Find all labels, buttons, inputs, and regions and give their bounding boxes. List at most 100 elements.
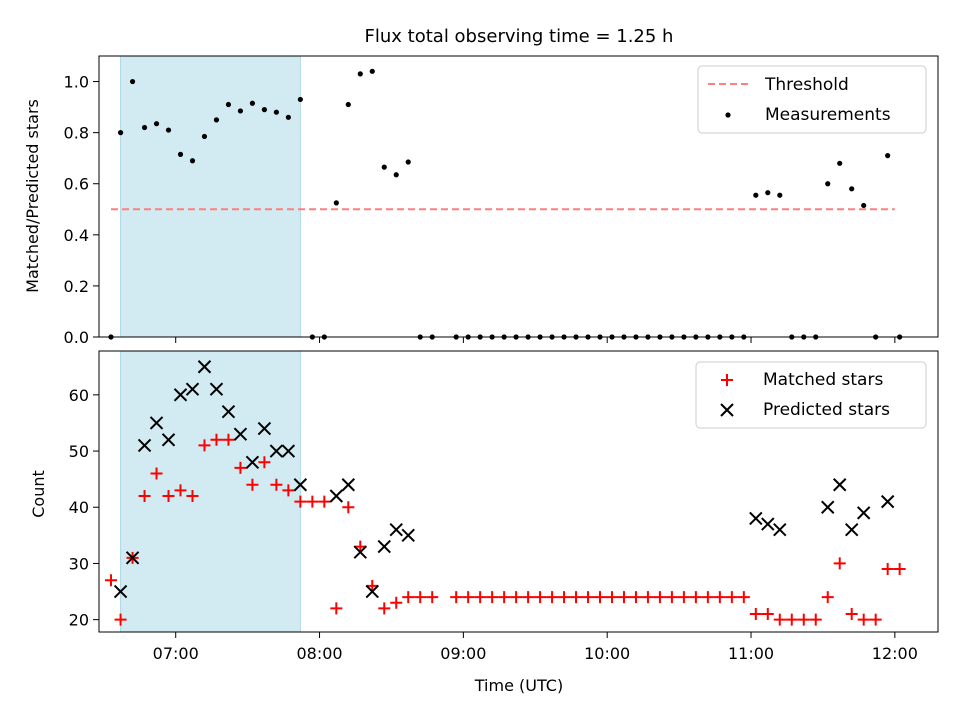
predicted-point	[221, 404, 236, 419]
matched-point	[258, 456, 271, 469]
measurement-point	[177, 151, 184, 157]
matched-point	[737, 591, 750, 604]
predicted-point	[245, 455, 260, 469]
legend-predicted-swatch	[720, 403, 734, 417]
matched-point	[809, 613, 822, 626]
predicted-point	[401, 528, 415, 543]
y-tick-label: 30	[69, 554, 89, 573]
predicted-point	[833, 478, 847, 492]
predicted-point	[257, 421, 272, 436]
matched-point	[749, 608, 762, 621]
x-tick-label: 12:00	[872, 644, 918, 663]
matched-point	[390, 596, 403, 609]
matched-point	[426, 591, 439, 604]
matched-point	[378, 602, 391, 615]
predicted-point	[173, 388, 188, 402]
measurement-point	[201, 133, 208, 140]
measurement-point	[357, 71, 363, 77]
bottom-y-axis-label: Count	[29, 470, 48, 518]
measurement-point	[333, 200, 339, 206]
predicted-points	[113, 360, 895, 599]
predicted-point	[113, 584, 128, 599]
measurement-point	[285, 114, 291, 120]
predicted-point	[880, 494, 895, 509]
x-tick-label: 09:00	[440, 644, 486, 663]
top-legend-box	[697, 65, 927, 134]
measurement-point	[837, 160, 843, 166]
top-legend: Threshold Measurements	[697, 65, 927, 134]
predicted-point	[329, 489, 344, 503]
measurement-point	[189, 158, 196, 164]
x-axis-label: Time (UTC)	[474, 676, 563, 695]
bottom-x-ticks: 07:00 08:00 09:00 10:00 11:00 12:00	[153, 632, 918, 663]
matched-point	[222, 433, 235, 446]
matched-point	[162, 489, 175, 502]
measurement-point	[225, 101, 232, 108]
predicted-point	[377, 539, 391, 554]
y-tick-label: 60	[69, 386, 89, 405]
bottom-highlight-span	[120, 351, 301, 632]
legend-predicted-label: Predicted stars	[763, 400, 890, 420]
matched-point	[450, 591, 463, 604]
measurement-point	[117, 130, 124, 136]
matched-point	[462, 591, 475, 604]
predicted-point	[773, 523, 787, 537]
measurement-point	[393, 172, 399, 178]
matched-point	[893, 563, 906, 576]
matched-point	[773, 613, 786, 626]
predicted-point	[353, 545, 367, 559]
matched-point	[617, 591, 630, 604]
matched-point	[605, 591, 618, 604]
measurement-point	[369, 68, 375, 74]
measurement-point	[261, 107, 268, 113]
matched-point	[713, 591, 726, 604]
predicted-point	[749, 511, 763, 526]
predicted-point	[341, 478, 356, 492]
matched-point	[318, 495, 331, 508]
matched-point	[689, 591, 702, 604]
matched-point	[594, 591, 607, 604]
predicted-point	[161, 433, 176, 447]
matched-point	[294, 495, 307, 508]
matched-points	[104, 433, 906, 626]
top-panel: 0.0 0.2 0.4 0.6 0.8 1.0 Matched/Predicted sta…	[23, 55, 939, 347]
measurement-point	[861, 202, 867, 209]
legend-matched-swatch	[721, 374, 733, 386]
matched-point	[665, 591, 678, 604]
matched-point	[869, 613, 882, 626]
matched-point	[641, 591, 654, 604]
matched-point	[534, 591, 547, 604]
y-tick-label: 1.0	[64, 73, 89, 92]
highlight-band	[120, 56, 301, 337]
matched-point	[414, 591, 427, 604]
measurement-point	[141, 124, 148, 131]
matched-point	[354, 540, 367, 553]
matched-point	[629, 591, 642, 604]
matched-point	[558, 591, 571, 604]
matched-point	[522, 591, 535, 604]
predicted-point	[365, 584, 379, 599]
measurement-point	[129, 78, 136, 85]
y-tick-label: 50	[69, 442, 89, 461]
measurement-point	[249, 100, 256, 106]
measurement-point	[153, 121, 160, 127]
predicted-point	[185, 382, 200, 396]
legend-measurements-swatch	[725, 112, 731, 118]
bottom-axes-frame	[98, 350, 939, 633]
matched-point	[785, 613, 798, 626]
legend-threshold-label: Threshold	[764, 75, 849, 95]
matched-point	[761, 608, 774, 621]
measurement-point	[405, 159, 411, 165]
matched-point	[270, 478, 283, 491]
predicted-point	[281, 444, 296, 458]
matched-point	[104, 574, 117, 587]
y-tick-label: 0.8	[64, 124, 89, 143]
top-y-axis-label: Matched/Predicted stars	[23, 99, 42, 293]
predicted-point	[137, 438, 152, 453]
predicted-point	[125, 551, 140, 565]
predicted-point	[761, 517, 775, 531]
matched-point	[582, 591, 595, 604]
matched-point	[306, 495, 319, 508]
x-tick-label: 11:00	[728, 644, 774, 663]
